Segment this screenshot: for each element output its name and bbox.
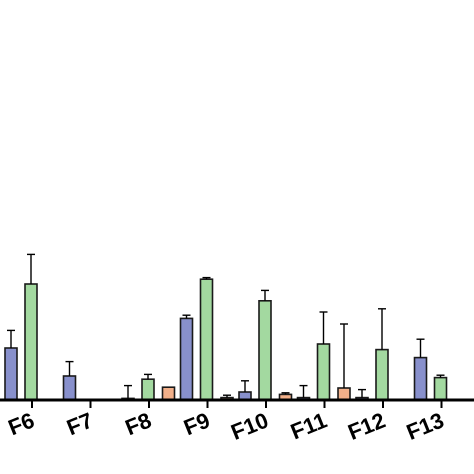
bar-f6-s2 (4, 347, 18, 401)
error-bar-marks (7, 253, 445, 399)
bar-f7-s2 (62, 375, 77, 401)
x-tick-label-f11: F11 (287, 407, 330, 444)
x-tick-label-f8: F8 (122, 407, 155, 440)
bar-f13-s3 (433, 376, 448, 401)
bar-f8-s3 (141, 378, 155, 401)
x-tick-label-f9: F9 (180, 407, 213, 440)
bar-f9-s1 (161, 386, 176, 401)
bar-f10-s3 (258, 299, 272, 401)
x-tick-label-f10: F10 (227, 407, 272, 444)
x-axis-ticks: F6 F7 F8 F9 F10 F11 F12 F13 (5, 400, 448, 445)
x-tick-label-f6: F6 (5, 407, 38, 440)
x-tick-label-f12: F12 (344, 407, 389, 444)
x-tick-label-f7: F7 (63, 407, 96, 440)
bar-f13-s2 (413, 356, 428, 401)
bar-f9-s2 (179, 317, 194, 401)
bar-f9-s3 (199, 278, 214, 401)
x-tick-label-f13: F13 (403, 407, 448, 444)
bar-f12-s1 (337, 387, 351, 401)
bar-f11-s3 (316, 343, 331, 401)
bar-marks (4, 278, 448, 401)
bar-f6-s3 (24, 283, 38, 401)
bar-f12-s3 (375, 348, 389, 401)
